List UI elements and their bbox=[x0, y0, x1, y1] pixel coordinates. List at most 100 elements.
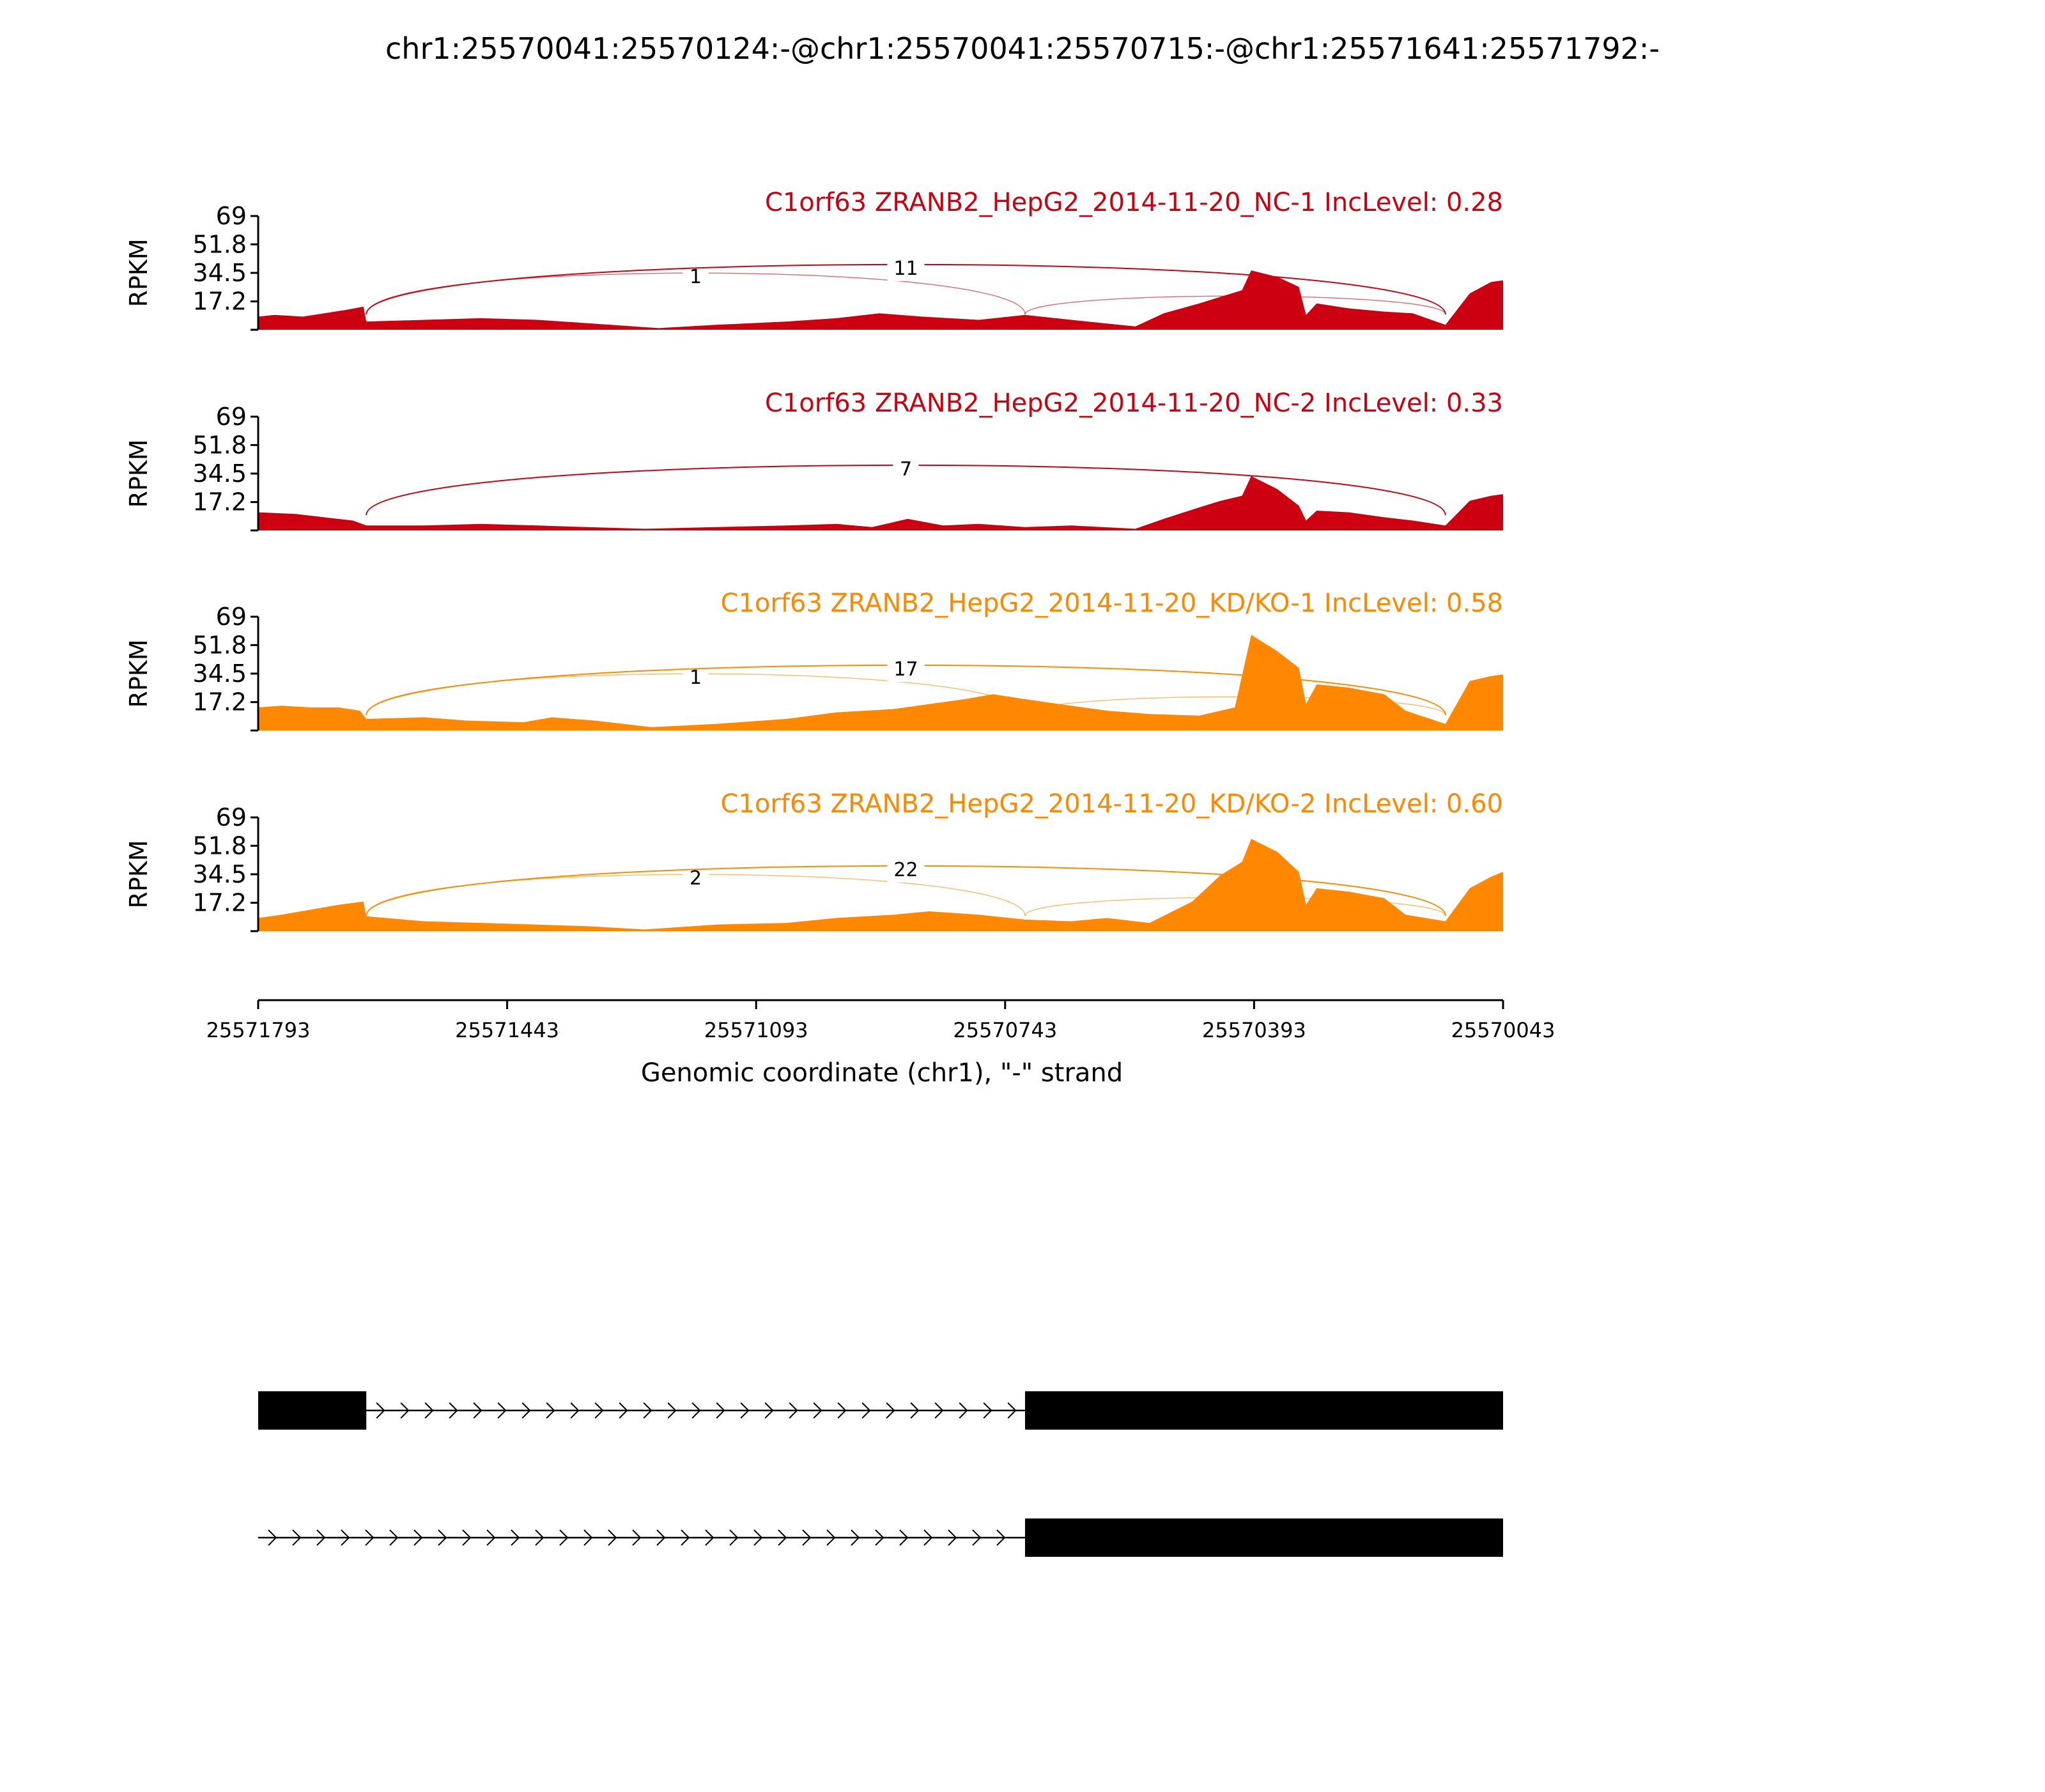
strand-chevron bbox=[462, 1529, 472, 1546]
strand-chevron bbox=[972, 1529, 982, 1546]
junction-count-label: 7 bbox=[900, 458, 912, 481]
strand-chevron bbox=[486, 1529, 496, 1546]
strand-chevron bbox=[413, 1529, 423, 1546]
junction-label-bg bbox=[887, 859, 925, 883]
y-tick-label: 51.8 bbox=[192, 431, 247, 459]
strand-chevron bbox=[559, 1529, 569, 1546]
strand-chevron bbox=[521, 1402, 531, 1419]
strand-chevron bbox=[570, 1402, 580, 1419]
strand-chevron bbox=[400, 1402, 410, 1419]
x-tick-label: 25571793 bbox=[206, 1018, 311, 1042]
strand-chevron bbox=[594, 1402, 604, 1419]
gene-models bbox=[258, 1391, 1503, 1557]
x-tick-label: 25571443 bbox=[455, 1018, 559, 1042]
strand-chevron bbox=[837, 1402, 847, 1419]
strand-chevron bbox=[691, 1402, 701, 1419]
y-tick-label: 69 bbox=[216, 803, 247, 831]
strand-chevron bbox=[729, 1529, 739, 1546]
junction-label-bg bbox=[893, 458, 919, 482]
junction-count-label: 1 bbox=[690, 667, 702, 689]
strand-chevron bbox=[813, 1402, 822, 1419]
strand-chevron bbox=[910, 1402, 920, 1419]
track-title: C1orf63 ZRANB2_HepG2_2014-11-20_NC-2 Inc… bbox=[765, 389, 1503, 418]
y-tick-label: 17.2 bbox=[192, 688, 247, 716]
strand-chevron bbox=[778, 1529, 787, 1546]
strand-chevron bbox=[643, 1402, 652, 1419]
strand-chevron bbox=[899, 1529, 909, 1546]
strand-chevron bbox=[681, 1529, 690, 1546]
strand-chevron bbox=[608, 1529, 617, 1546]
y-tick-label: 17.2 bbox=[192, 488, 247, 516]
junction-label-bg bbox=[887, 258, 925, 281]
x-tick-label: 25571093 bbox=[704, 1018, 808, 1042]
strand-chevron bbox=[826, 1529, 836, 1546]
strand-chevron bbox=[1007, 1402, 1017, 1419]
strand-chevron bbox=[959, 1402, 968, 1419]
track-title: C1orf63 ZRANB2_HepG2_2014-11-20_NC-1 Inc… bbox=[765, 188, 1503, 217]
exon-block bbox=[1024, 1391, 1503, 1430]
strand-chevron bbox=[764, 1402, 774, 1419]
strand-chevron bbox=[875, 1529, 884, 1546]
coverage-area bbox=[258, 270, 1503, 330]
coverage-area bbox=[258, 838, 1503, 931]
junction-count-label: 17 bbox=[893, 658, 918, 681]
strand-chevron bbox=[705, 1529, 714, 1546]
strand-chevron bbox=[851, 1529, 860, 1546]
strand-chevron bbox=[511, 1529, 520, 1546]
y-tick-label: 17.2 bbox=[192, 288, 247, 316]
strand-chevron bbox=[886, 1402, 895, 1419]
y-tick-label: 69 bbox=[216, 202, 247, 230]
strand-chevron bbox=[583, 1529, 593, 1546]
x-tick-label: 25570743 bbox=[953, 1018, 1057, 1042]
strand-chevron bbox=[365, 1529, 374, 1546]
junction-arc bbox=[1024, 897, 1446, 916]
junction-count-label: 22 bbox=[893, 859, 918, 881]
track-3: 1 17 C1orf63 ZRANB2_HepG2_2014-11-20_KD/KO… bbox=[125, 589, 1503, 732]
strand-chevron bbox=[923, 1529, 933, 1546]
strand-chevron bbox=[716, 1402, 725, 1419]
strand-chevron bbox=[438, 1529, 447, 1546]
y-axis-label: RPKM bbox=[125, 639, 153, 707]
strand-chevron bbox=[861, 1402, 871, 1419]
junction-label-bg bbox=[683, 667, 709, 691]
strand-chevron bbox=[341, 1529, 350, 1546]
x-tick-label: 25570043 bbox=[1451, 1018, 1555, 1042]
junction-count-label: 1 bbox=[690, 266, 702, 288]
junction-label-bg bbox=[683, 868, 709, 892]
junction-arc bbox=[1024, 696, 1446, 716]
coverage-area bbox=[258, 475, 1503, 530]
strand-chevron bbox=[497, 1402, 507, 1419]
track-2: 7 C1orf63 ZRANB2_HepG2_2014-11-20_NC-2 In… bbox=[125, 389, 1503, 532]
y-tick-label: 34.5 bbox=[192, 860, 247, 888]
exon-block bbox=[258, 1391, 367, 1430]
strand-chevron bbox=[656, 1529, 666, 1546]
strand-chevron bbox=[632, 1529, 642, 1546]
junction-count-label: 2 bbox=[690, 867, 702, 890]
exon-block bbox=[1024, 1518, 1503, 1557]
junction-label-bg bbox=[683, 266, 709, 290]
junction-count-label: 11 bbox=[893, 258, 918, 280]
figure-title: chr1:25570041:25570124:-@chr1:25570041:2… bbox=[385, 31, 1660, 66]
y-tick-label: 34.5 bbox=[192, 660, 247, 688]
x-axis: 25571793 25571443 25571093 25570743 25570393… bbox=[206, 999, 1555, 1042]
y-tick-label: 69 bbox=[216, 403, 247, 431]
strand-chevron bbox=[316, 1529, 326, 1546]
track-title: C1orf63 ZRANB2_HepG2_2014-11-20_KD/KO-1 … bbox=[721, 589, 1503, 618]
strand-chevron bbox=[667, 1402, 677, 1419]
coverage-area bbox=[258, 635, 1503, 730]
junction-label-bg bbox=[887, 658, 925, 682]
y-tick-label: 51.8 bbox=[192, 831, 247, 860]
strand-chevron bbox=[268, 1529, 277, 1546]
strand-chevron bbox=[449, 1402, 458, 1419]
y-axis-label: RPKM bbox=[125, 840, 153, 908]
strand-chevron bbox=[424, 1402, 434, 1419]
strand-chevron bbox=[996, 1529, 1006, 1546]
strand-chevron bbox=[546, 1402, 555, 1419]
gene-model-2 bbox=[258, 1518, 1503, 1557]
junction-arc bbox=[1024, 295, 1446, 315]
y-tick-label: 51.8 bbox=[192, 230, 247, 258]
y-axis-label: RPKM bbox=[125, 238, 153, 307]
